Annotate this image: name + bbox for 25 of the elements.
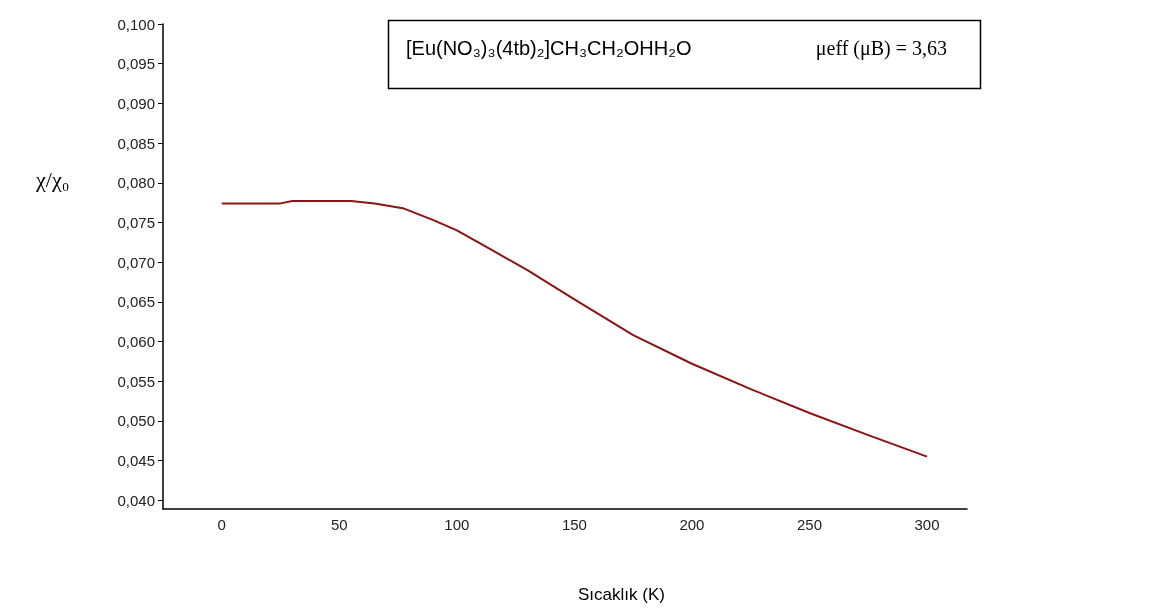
x-tick-label: 200 — [679, 516, 705, 533]
annotation: μeff (μB) = 3,63 — [815, 37, 948, 60]
y-tick-label: 0,075 — [117, 213, 155, 231]
y-tick-label: 0,045 — [117, 452, 155, 470]
annotation: [Eu(NO₃)₃(4tb)₂]CH₃CH₂OHH₂O — [406, 37, 692, 59]
y-tick-label: 0,065 — [117, 293, 155, 311]
y-tick-label: 0,055 — [117, 372, 155, 390]
y-axis-title: χ/χ₀ — [35, 166, 70, 192]
x-tick-label: 100 — [444, 516, 470, 533]
y-tick-label: 0,070 — [117, 253, 155, 271]
y-tick-label: 0,050 — [117, 412, 155, 430]
y-tick-label: 0,040 — [117, 491, 155, 509]
y-tick-label: 0,100 — [117, 15, 155, 33]
y-tick-label: 0,085 — [117, 134, 155, 152]
x-axis-title: Sıcaklık (K) — [578, 585, 665, 604]
y-tick-label: 0,080 — [117, 174, 155, 192]
x-tick-label: 250 — [796, 516, 823, 533]
x-tick-label: 50 — [330, 516, 348, 533]
x-tick-label: 300 — [914, 516, 940, 533]
x-tick-label: 150 — [561, 516, 587, 533]
y-tick-label: 0,090 — [117, 94, 155, 112]
line-series — [220, 200, 929, 458]
y-tick-label: 0,095 — [117, 55, 155, 73]
y-tick-label: 0,060 — [117, 333, 155, 351]
x-tick-label: 0 — [217, 516, 226, 533]
